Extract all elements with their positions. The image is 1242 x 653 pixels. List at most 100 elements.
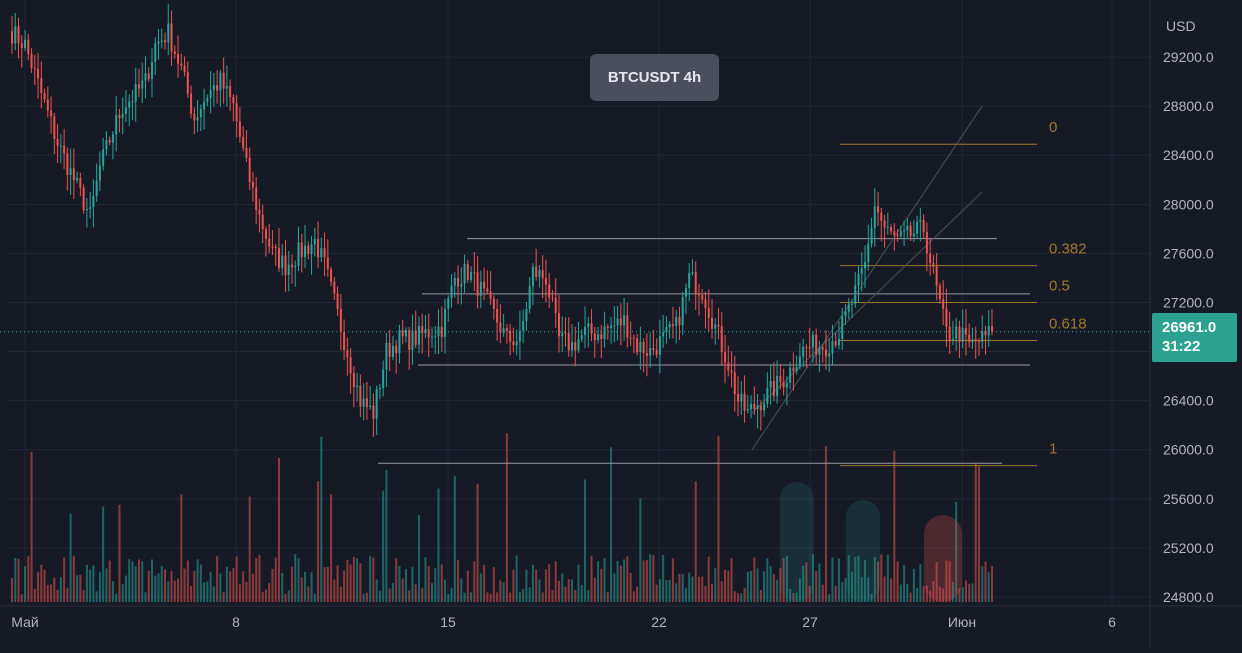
volume-bar bbox=[40, 564, 43, 602]
volume-bar bbox=[375, 579, 378, 602]
candle-body bbox=[294, 265, 297, 268]
candle-body bbox=[460, 283, 463, 287]
candle-body bbox=[232, 97, 235, 104]
volume-bar bbox=[733, 591, 736, 602]
x-tick-label: 27 bbox=[802, 614, 818, 630]
candle-body bbox=[437, 326, 440, 336]
volume-bar bbox=[652, 554, 655, 602]
volume-bar bbox=[203, 582, 206, 602]
volume-bar bbox=[824, 446, 827, 602]
candle-body bbox=[248, 157, 251, 183]
candle-body bbox=[580, 334, 583, 340]
volume-bar bbox=[590, 556, 593, 602]
volume-bar bbox=[991, 565, 993, 602]
candle-body bbox=[870, 228, 873, 244]
volume-bar bbox=[294, 554, 297, 602]
candle-body bbox=[131, 101, 134, 103]
volume-bar bbox=[427, 566, 430, 602]
candle-body bbox=[815, 334, 818, 355]
volume-bar bbox=[779, 568, 782, 602]
volume-bar bbox=[53, 577, 56, 602]
candle-body bbox=[300, 242, 303, 258]
volume-bar bbox=[639, 498, 642, 602]
candle-body bbox=[697, 294, 700, 296]
volume-bar bbox=[284, 593, 287, 602]
volume-bar bbox=[834, 585, 837, 602]
volume-bar bbox=[518, 591, 521, 602]
volume-bar bbox=[411, 566, 414, 602]
volume-bar bbox=[229, 571, 232, 602]
candle-body bbox=[128, 101, 131, 108]
volume-bar bbox=[665, 580, 668, 602]
volume-bar bbox=[268, 583, 271, 602]
volume-bar bbox=[769, 566, 772, 602]
candle-body bbox=[756, 405, 759, 410]
candle-body bbox=[782, 382, 785, 388]
candle-body bbox=[522, 321, 525, 331]
candle-body bbox=[470, 272, 473, 280]
candle-body bbox=[880, 212, 883, 221]
volume-bar bbox=[782, 557, 785, 602]
volume-bar bbox=[66, 587, 69, 602]
volume-bar bbox=[981, 566, 984, 602]
candle-body bbox=[284, 255, 287, 275]
candle-body bbox=[688, 272, 691, 288]
candle-body bbox=[375, 389, 378, 419]
volume-bar bbox=[720, 581, 723, 602]
candle-body bbox=[864, 262, 867, 269]
candle-body bbox=[639, 342, 642, 352]
volume-bar bbox=[235, 556, 238, 602]
candle-body bbox=[935, 266, 938, 286]
candle-body bbox=[160, 40, 163, 42]
volume-bar bbox=[945, 560, 948, 602]
candle-body bbox=[463, 264, 466, 284]
candle-body bbox=[899, 231, 902, 237]
candle-body bbox=[616, 318, 619, 326]
candle-body bbox=[909, 225, 912, 237]
volume-bar bbox=[440, 564, 443, 602]
candle-body bbox=[111, 134, 114, 143]
volume-bar bbox=[496, 592, 499, 602]
candle-body bbox=[645, 353, 648, 356]
volume-bar bbox=[671, 558, 674, 602]
candle-body bbox=[369, 405, 372, 408]
candle-body bbox=[981, 331, 984, 343]
candle-body bbox=[867, 243, 870, 263]
candle-body bbox=[831, 341, 834, 354]
candle-body bbox=[554, 297, 557, 314]
candle-body bbox=[619, 318, 622, 326]
volume-bar bbox=[479, 573, 482, 602]
volume-bar bbox=[79, 574, 82, 602]
volume-bar bbox=[463, 592, 466, 602]
candle-body bbox=[196, 117, 199, 121]
candle-body bbox=[753, 403, 756, 410]
volume-bar bbox=[593, 577, 596, 602]
volume-bar bbox=[935, 562, 938, 602]
symbol-badge[interactable]: BTCUSDT 4h bbox=[590, 54, 719, 101]
volume-bar bbox=[183, 568, 186, 602]
volume-bar bbox=[707, 556, 710, 602]
volume-bar bbox=[610, 447, 613, 602]
candle-body bbox=[336, 293, 339, 309]
candle-body bbox=[805, 346, 808, 348]
fib-level-label: 0.5 bbox=[1049, 277, 1070, 294]
volume-bar bbox=[349, 564, 352, 602]
fib-level-label: 1 bbox=[1049, 441, 1057, 458]
candle-body bbox=[544, 278, 547, 285]
candle-body bbox=[235, 103, 238, 122]
candle-body bbox=[857, 273, 860, 286]
volume-bar bbox=[11, 578, 13, 602]
volume-bar bbox=[750, 570, 753, 602]
candle-body bbox=[124, 107, 127, 114]
candle-body bbox=[610, 325, 613, 329]
candle-body bbox=[912, 233, 915, 237]
volume-bar bbox=[636, 586, 639, 602]
candle-body bbox=[147, 73, 150, 80]
volume-bar bbox=[854, 556, 857, 602]
candle-body bbox=[906, 225, 909, 231]
candle-body bbox=[186, 72, 189, 94]
fib-level-label: 0.382 bbox=[1049, 241, 1087, 258]
x-tick-label: 22 bbox=[651, 614, 667, 630]
